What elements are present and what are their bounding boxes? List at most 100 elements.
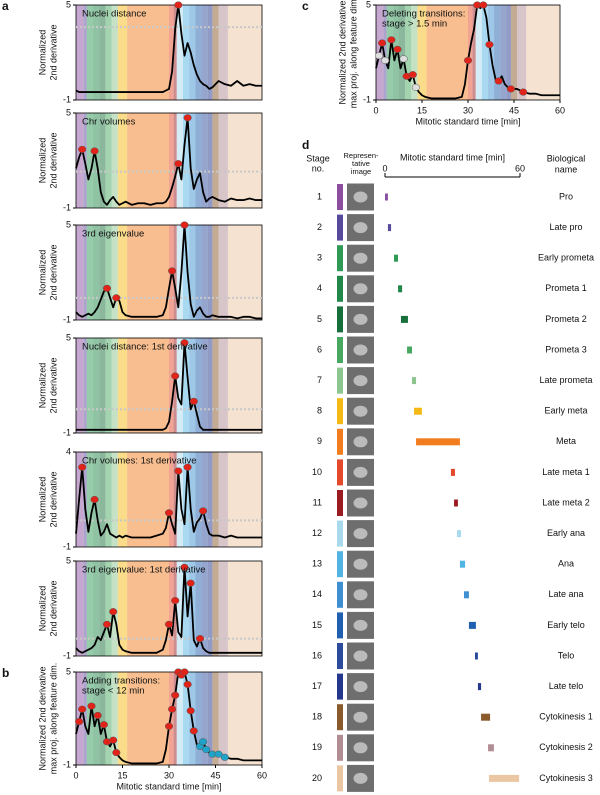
y-axis-label: max proj. along feature dim. (348, 0, 358, 108)
y-tick-label: -1 (63, 541, 71, 551)
stage-band (111, 5, 118, 100)
stage-band (99, 561, 106, 656)
stage-band (189, 225, 196, 320)
stage-swatch (337, 428, 343, 455)
stage-band (76, 225, 84, 320)
stage-band (105, 113, 112, 208)
stage-band (117, 113, 128, 208)
panel-letter: c (302, 0, 309, 13)
stage-swatch (337, 490, 343, 516)
cell-blob (353, 344, 368, 356)
stage-band (510, 5, 518, 100)
stage-band (176, 672, 183, 765)
plot-title: Chr volumes: 1st derivative (82, 456, 197, 467)
stage-band (76, 5, 84, 100)
cell-blob (353, 558, 368, 570)
transition-marker (180, 221, 189, 229)
cell-blob (353, 191, 368, 203)
cell-blob (353, 222, 368, 234)
stage-band (195, 113, 202, 208)
transition-marker (183, 463, 192, 471)
stage-name: Prometa 2 (545, 314, 587, 324)
y-tick-label: -1 (63, 202, 71, 212)
transition-marker (174, 160, 183, 168)
stage-band (127, 225, 169, 320)
stage-bar (400, 315, 408, 323)
transition-marker (174, 467, 183, 475)
stage-bar (477, 683, 482, 691)
header: image (351, 167, 371, 176)
transition-marker (171, 691, 180, 699)
transition-marker (485, 41, 494, 49)
plot-frame (75, 4, 263, 101)
stage-name: Late prometa (539, 375, 592, 385)
y-axis-label: 2nd derivative (48, 580, 58, 636)
stage-swatch (337, 398, 343, 425)
stage-bar (387, 224, 392, 232)
x-tick-label: 60 (515, 163, 525, 173)
transition-marker (189, 727, 198, 735)
stage-name: Prometa 3 (545, 344, 587, 354)
y-tick-label: 5 (66, 666, 71, 676)
x-tick-label: 60 (257, 770, 267, 780)
transition-marker (189, 397, 198, 405)
y-axis-label: Normalized (37, 250, 47, 296)
stage-band (111, 452, 118, 547)
stage-band (207, 225, 213, 320)
stage-number: 19 (312, 742, 322, 752)
y-tick-label: 5 (66, 0, 71, 9)
stage-band (195, 5, 202, 100)
transition-marker (202, 745, 211, 754)
stage-band (111, 672, 118, 765)
x-tick-label: 0 (73, 770, 78, 780)
transition-marker (102, 284, 112, 292)
stage-swatch (337, 245, 343, 272)
stage-band (182, 113, 190, 208)
stage-band (201, 225, 208, 320)
plot-frame (75, 337, 263, 434)
stage-band (127, 338, 169, 433)
transition-marker (463, 56, 473, 64)
data-line (75, 4, 262, 93)
stage-swatch (337, 673, 343, 700)
stage-number: 2 (317, 222, 322, 232)
stage-band (105, 672, 112, 765)
plot-title: stage < 12 min (82, 686, 145, 697)
cell-blob (353, 742, 368, 754)
stage-band (201, 672, 208, 765)
stage-band (201, 561, 208, 656)
transition-marker (506, 85, 515, 93)
stage-band (176, 225, 183, 320)
transition-marker (109, 736, 118, 744)
stage-band (117, 672, 128, 765)
cell-blob (353, 497, 368, 509)
x-tick-label: 0 (373, 105, 378, 115)
x-tick-label: 15 (117, 770, 127, 780)
stage-band (195, 338, 202, 433)
plot-title: Adding transitions: (82, 676, 160, 687)
stage-name: Telo (558, 650, 575, 660)
stage-band (93, 561, 100, 656)
stage-band (218, 338, 228, 433)
header: name (555, 164, 578, 174)
y-axis-label: Normalized (37, 363, 47, 409)
y-tick-label: 5 (66, 219, 71, 229)
y-axis-label: 2nd derivative (48, 471, 58, 527)
stage-band (127, 452, 169, 547)
stage-bar (457, 530, 462, 538)
stage-band (93, 338, 100, 433)
stage-number: 18 (312, 712, 322, 722)
stage-swatch (337, 459, 343, 486)
stage-band (169, 338, 174, 433)
stage-band (76, 338, 84, 433)
stage-name: Early meta (544, 406, 587, 416)
transition-marker (393, 45, 402, 53)
x-tick-label: 15 (417, 105, 427, 115)
transition-marker (87, 702, 96, 710)
stage-band (105, 561, 112, 656)
stage-band (207, 561, 213, 656)
transition-marker (164, 722, 174, 730)
y-tick-label: -1 (63, 427, 71, 437)
stage-band (494, 5, 501, 100)
stage-band (207, 5, 213, 100)
